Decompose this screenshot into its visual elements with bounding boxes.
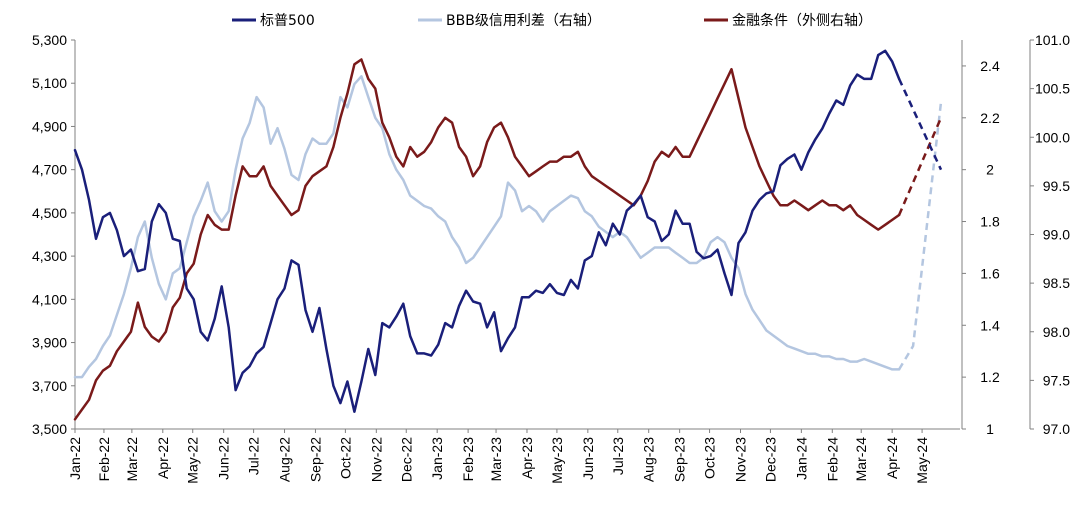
outer-right-y-tick-label: 100.0	[1035, 129, 1070, 145]
x-tick-label: May-22	[185, 437, 201, 484]
left-y-tick-label: 5,100	[32, 75, 67, 91]
left-y-tick-label: 4,300	[32, 248, 67, 264]
x-tick-label: Sep-22	[307, 437, 323, 482]
x-tick-label: Aug-22	[277, 437, 293, 482]
x-tick-label: Nov-22	[368, 437, 384, 482]
right-y-tick-label: 2.2	[980, 110, 1000, 126]
x-tick-label: Feb-22	[96, 437, 112, 482]
x-tick-label: Jun-23	[580, 437, 596, 480]
outer-right-y-tick-label: 98.5	[1043, 275, 1070, 291]
outer-right-y-tick-label: 99.0	[1043, 227, 1070, 243]
x-tick-label: Apr-22	[155, 437, 171, 479]
series-line-1	[897, 78, 943, 171]
x-tick-label: Mar-22	[124, 437, 140, 482]
left-y-tick-label: 4,700	[32, 162, 67, 178]
x-tick-label: Nov-23	[732, 437, 748, 482]
outer-right-y-tick-label: 100.5	[1035, 81, 1070, 97]
right-y-tick-label: 1	[986, 421, 994, 437]
outer-right-y-tick-label: 97.5	[1043, 372, 1070, 388]
chart-legend: 标普500 BBB级信用利差（右轴） 金融条件（外侧右轴）	[232, 12, 872, 29]
x-tick-label: Oct-22	[337, 437, 353, 479]
x-tick-label: May-24	[914, 437, 930, 484]
outer-right-y-tick-label: 101.0	[1035, 32, 1070, 48]
outer-right-y-tick-label: 97.0	[1043, 421, 1070, 437]
left-y-tick-label: 3,900	[32, 335, 67, 351]
left-y-tick-label: 4,900	[32, 118, 67, 134]
legend-label-bbb-spread: BBB级信用利差（右轴）	[446, 13, 601, 29]
right-y-tick-label: 1.2	[980, 369, 1000, 385]
x-tick-label: Dec-23	[762, 437, 778, 482]
series-line-4	[73, 58, 901, 421]
x-tick-label: Jan-23	[429, 437, 445, 480]
series-line-5	[897, 117, 943, 216]
x-tick-label: Feb-24	[824, 437, 840, 482]
left-y-tick-label: 5,300	[32, 32, 67, 48]
right-y-tick-label: 2	[986, 162, 994, 178]
legend-label-sp500: 标普500	[260, 13, 315, 29]
left-y-tick-label: 3,700	[32, 378, 67, 394]
legend-label-financial-conditions: 金融条件（外侧右轴）	[732, 12, 872, 29]
x-tick-label: Feb-23	[460, 437, 476, 482]
left-y-tick-label: 4,100	[32, 291, 67, 307]
x-tick-label: Sep-23	[672, 437, 688, 482]
series-line-3	[898, 102, 943, 371]
x-tick-label: Mar-24	[853, 437, 869, 482]
series-line-2	[73, 75, 901, 379]
right-y-tick-label: 1.4	[980, 317, 1000, 333]
left-y-tick-label: 4,500	[32, 205, 67, 221]
x-tick-label: Mar-23	[488, 437, 504, 482]
x-tick-label: May-23	[549, 437, 565, 484]
left-y-tick-label: 3,500	[32, 421, 67, 437]
series-line-0	[73, 49, 901, 413]
x-tick-label: Jul-22	[246, 437, 262, 475]
outer-right-y-tick-label: 98.0	[1043, 324, 1070, 340]
x-tick-label: Jun-22	[216, 437, 232, 480]
x-tick-label: Oct-23	[702, 437, 718, 479]
x-tick-label: Jan-24	[793, 437, 809, 480]
outer-right-y-tick-label: 99.5	[1043, 178, 1070, 194]
x-tick-label: Aug-23	[641, 437, 657, 482]
x-tick-label: Jul-23	[610, 437, 626, 475]
x-tick-label: Dec-22	[398, 437, 414, 482]
x-tick-label: Apr-24	[884, 437, 900, 479]
right-y-tick-label: 1.6	[980, 265, 1000, 281]
x-tick-label: Apr-23	[519, 437, 535, 479]
right-y-tick-label: 2.4	[980, 58, 1000, 74]
right-y-tick-label: 1.8	[980, 214, 1000, 230]
x-tick-label: Jan-22	[67, 437, 83, 480]
